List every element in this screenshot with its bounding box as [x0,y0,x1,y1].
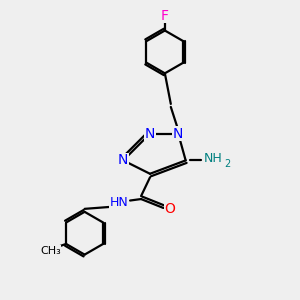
Text: N: N [118,153,128,167]
Text: N: N [173,127,183,141]
Text: HN: HN [110,196,128,208]
Text: O: O [164,202,175,216]
Text: NH: NH [204,152,223,164]
Text: F: F [161,9,169,23]
Text: 2: 2 [224,159,230,169]
Text: CH₃: CH₃ [40,246,61,256]
Text: N: N [145,127,155,141]
